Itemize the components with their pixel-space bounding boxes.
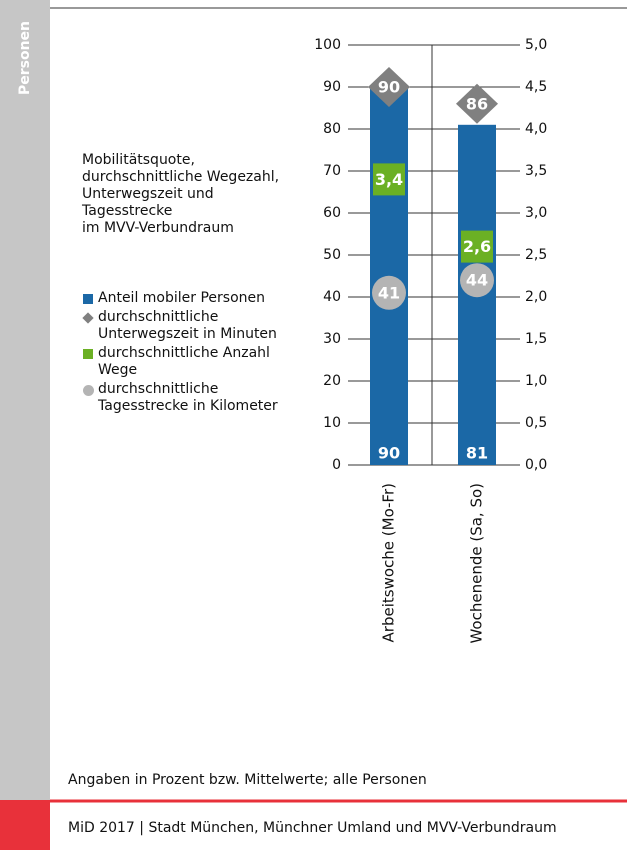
y2-tick-label: 4,5	[525, 79, 547, 95]
y2-tick-label: 3,5	[525, 163, 547, 179]
sidebar	[0, 0, 50, 800]
y-tick-label: 40	[323, 289, 341, 305]
circle-marker	[460, 263, 494, 298]
x-tick-label: Arbeitswoche (Mo-Fr)	[380, 483, 398, 642]
legend-label: durchschnittliche Unterwegszeit in Minut…	[98, 309, 277, 342]
y2-tick-label: 1,0	[525, 373, 547, 389]
legend-item: durchschnittliche Tagesstrecke in Kilome…	[82, 381, 312, 415]
legend-item: durchschnittliche Unterwegszeit in Minut…	[82, 309, 312, 343]
footer: MiD 2017 | Stadt München, Münchner Umlan…	[68, 820, 557, 836]
description: Mobilitätsquote, durchschnittliche Wegez…	[82, 152, 302, 237]
legend-swatch	[83, 349, 93, 359]
circle-marker	[372, 275, 406, 310]
sidebar-label: Personen	[17, 21, 33, 95]
data-label: 3,4	[375, 170, 403, 189]
data-label: 90	[378, 444, 400, 463]
footer-block	[0, 800, 50, 850]
data-label: 81	[466, 444, 488, 463]
legend-swatch	[83, 294, 93, 304]
legend-swatch	[83, 385, 94, 396]
legend-item: Anteil mobiler Personen	[82, 290, 312, 307]
y-tick-label: 100	[314, 37, 341, 53]
legend-label: durchschnittliche Tagesstrecke in Kilome…	[98, 381, 278, 414]
data-label: 86	[466, 94, 488, 113]
y2-tick-label: 3,0	[525, 205, 547, 221]
y-tick-label: 70	[323, 163, 341, 179]
y-tick-label: 80	[323, 121, 341, 137]
x-tick-label: Wochenende (Sa, So)	[468, 483, 486, 644]
y2-tick-label: 2,5	[525, 247, 547, 263]
square-marker	[373, 163, 405, 196]
y-tick-label: 10	[323, 415, 341, 431]
y2-tick-label: 4,0	[525, 121, 547, 137]
legend-label: Anteil mobiler Personen	[98, 290, 266, 306]
data-label: 90	[378, 78, 400, 97]
y2-tick-label: 1,5	[525, 331, 547, 347]
diamond-marker	[368, 67, 410, 107]
legend-swatch	[82, 312, 94, 324]
note: Angaben in Prozent bzw. Mittelwerte; all…	[68, 772, 427, 788]
subtitle: im MVV-Verbundraum	[82, 220, 234, 236]
y-tick-label: 50	[323, 247, 341, 263]
y2-tick-label: 5,0	[525, 37, 547, 53]
y2-tick-label: 2,0	[525, 289, 547, 305]
legend: Anteil mobiler Personen durchschnittliche…	[82, 290, 312, 417]
y-tick-label: 20	[323, 373, 341, 389]
data-label: 44	[466, 271, 488, 290]
title: Mobilitätsquote, durchschnittliche Wegez…	[82, 152, 280, 219]
y2-tick-label: 0,5	[525, 415, 547, 431]
y-tick-label: 30	[323, 331, 341, 347]
y-tick-label: 0	[332, 457, 341, 473]
diamond-marker	[456, 83, 498, 124]
data-label: 41	[378, 283, 400, 302]
legend-label: durchschnittliche Anzahl Wege	[98, 345, 270, 378]
legend-item: durchschnittliche Anzahl Wege	[82, 345, 312, 379]
y-tick-label: 90	[323, 79, 341, 95]
square-marker	[461, 230, 493, 263]
data-label: 2,6	[463, 237, 491, 256]
y-tick-label: 60	[323, 205, 341, 221]
y2-tick-label: 0,0	[525, 457, 547, 473]
